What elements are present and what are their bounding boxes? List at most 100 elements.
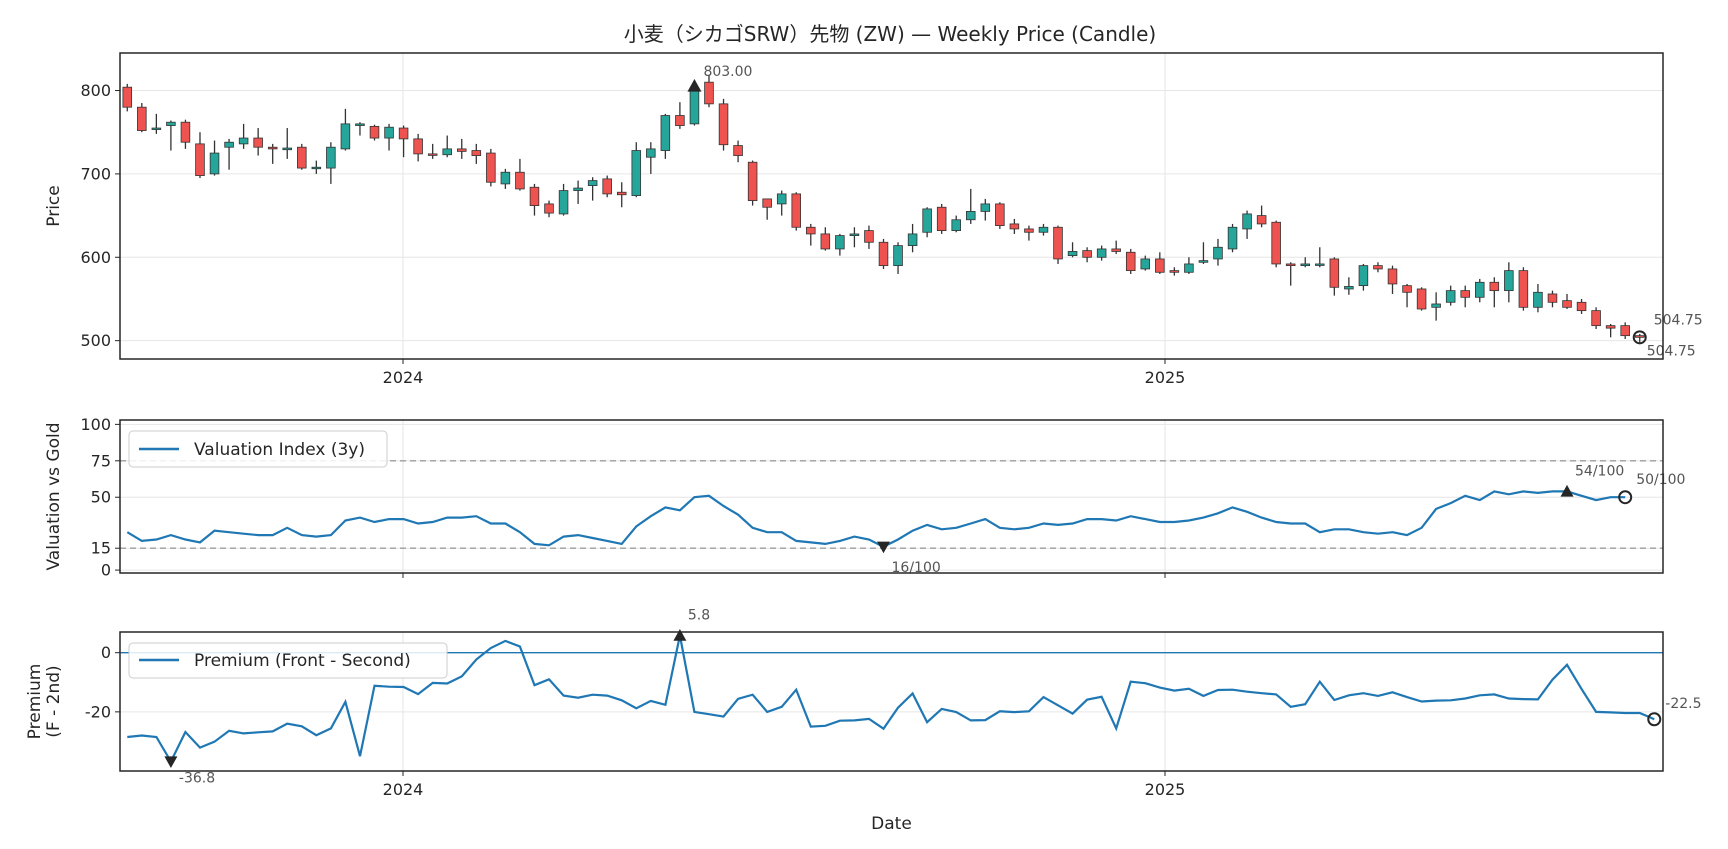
candle-down xyxy=(864,230,874,243)
candle-down xyxy=(1620,325,1630,337)
candle-up xyxy=(951,219,961,231)
valuation-ytick-label: 15 xyxy=(91,539,111,558)
candle-up xyxy=(1184,263,1194,273)
last-marker xyxy=(1632,330,1647,345)
candle-down xyxy=(122,86,133,108)
candle-down xyxy=(471,150,482,156)
candle-down xyxy=(1082,250,1092,258)
candle-down xyxy=(529,186,540,206)
valuation-ref-lines xyxy=(120,460,1663,549)
candle-up xyxy=(835,235,845,250)
price-xtick-label: 2024 xyxy=(383,368,424,387)
candle-down xyxy=(427,153,438,156)
candle-down xyxy=(675,115,685,126)
candle-up xyxy=(922,208,932,233)
candle-up xyxy=(1445,290,1456,303)
candle-down xyxy=(180,121,191,143)
legend-label: Premium (Front - Second) xyxy=(194,651,411,671)
candle-down xyxy=(733,145,743,156)
candle-down xyxy=(1009,223,1020,230)
premium-panel: -20 0 2024 2025 5.8 -36.8 -22.5 Premium (Fr… xyxy=(25,608,1702,834)
candle-down xyxy=(616,191,627,196)
candle-down xyxy=(704,81,714,105)
candle-up xyxy=(689,87,700,125)
valuation-ytick-label: 75 xyxy=(91,451,111,470)
candle-up xyxy=(587,180,598,186)
candle-up xyxy=(166,121,176,126)
price-ytick-label: 500 xyxy=(80,331,111,350)
candle-down xyxy=(936,206,947,231)
candle-down xyxy=(1591,310,1601,327)
candle-up xyxy=(1140,258,1151,270)
candle-down xyxy=(1053,226,1063,260)
max-marker-up xyxy=(687,79,702,92)
candle-up xyxy=(1474,281,1485,298)
candle-up xyxy=(340,123,351,150)
premium-xtick-label: 2024 xyxy=(383,780,424,799)
candle-up xyxy=(965,211,976,221)
candle-up xyxy=(311,166,322,170)
valuation-panel: 0 15 50 75 100 54/100 16/100 50/100 Valuatio… xyxy=(44,415,1685,580)
candle-up xyxy=(1300,263,1311,267)
candle-down xyxy=(369,125,380,139)
premium-max-label: 5.8 xyxy=(688,608,710,624)
candle-up xyxy=(326,146,336,169)
valuation-ytick-label: 50 xyxy=(91,488,111,507)
premium-ylabel-line: (F - 2nd) xyxy=(44,665,64,737)
candle-down xyxy=(1605,325,1616,329)
candle-down xyxy=(1155,258,1165,273)
valuation-ticks: 0 15 50 75 100 xyxy=(80,415,1166,580)
valuation-line xyxy=(126,490,1626,549)
candle-up xyxy=(1213,246,1223,260)
premium-line xyxy=(127,635,1655,764)
candle-up xyxy=(660,115,671,151)
candle-down xyxy=(762,198,772,208)
price-grid xyxy=(120,53,1663,359)
candle-up xyxy=(893,245,903,267)
valuation-ytick-label: 0 xyxy=(101,561,111,580)
candle-down xyxy=(1416,288,1427,310)
candle-down xyxy=(398,127,409,140)
candle-down xyxy=(1562,300,1572,308)
valuation-frame xyxy=(119,419,1664,574)
candle-down xyxy=(1329,258,1340,288)
candle-down xyxy=(413,138,423,155)
candle-down xyxy=(1518,270,1529,308)
legend-box xyxy=(128,430,388,468)
candle-up xyxy=(238,137,249,145)
candle-down xyxy=(267,146,278,150)
candle-down xyxy=(1285,263,1296,267)
max-marker-up xyxy=(673,629,687,641)
candle-down xyxy=(1373,265,1383,270)
candle-up xyxy=(1096,248,1107,258)
candle-down xyxy=(297,146,307,169)
price-max-label: 803.00 xyxy=(703,64,752,80)
candle-down xyxy=(791,193,802,228)
valuation-ytick-label: 100 xyxy=(80,415,111,434)
candle-up xyxy=(442,148,452,156)
candle-up xyxy=(1067,251,1078,257)
candle-down xyxy=(718,103,729,146)
candle-up xyxy=(384,126,394,139)
candle-up xyxy=(1344,286,1354,290)
candle-down xyxy=(806,226,816,235)
candle-up xyxy=(1533,291,1543,308)
candle-up xyxy=(1358,265,1369,287)
candle-up xyxy=(500,171,511,185)
candle-up xyxy=(1227,226,1238,250)
chart-title: 小麦（シカゴSRW）先物 (ZW) — Weekly Price (Candle… xyxy=(624,22,1156,46)
candle-down xyxy=(602,178,612,195)
candle-down xyxy=(253,137,263,148)
last-marker xyxy=(1618,490,1633,505)
candle-down xyxy=(747,161,758,201)
candle-up xyxy=(776,193,787,205)
valuation-min-label: 16/100 xyxy=(892,560,941,576)
price-ytick-label: 800 xyxy=(80,81,111,100)
price-annotations: 803.00 504.75 504.75 xyxy=(687,64,1703,359)
min-marker-down xyxy=(877,541,891,554)
candle-up xyxy=(151,127,162,130)
max-marker-up xyxy=(1560,484,1574,497)
valuation-annotations: 54/100 16/100 50/100 xyxy=(877,463,1685,576)
valuation-ylabel: Valuation vs Gold xyxy=(44,422,64,570)
price-panel: 500 600 700 800 2024 2025 803.00 504.75 504.7… xyxy=(44,52,1703,387)
